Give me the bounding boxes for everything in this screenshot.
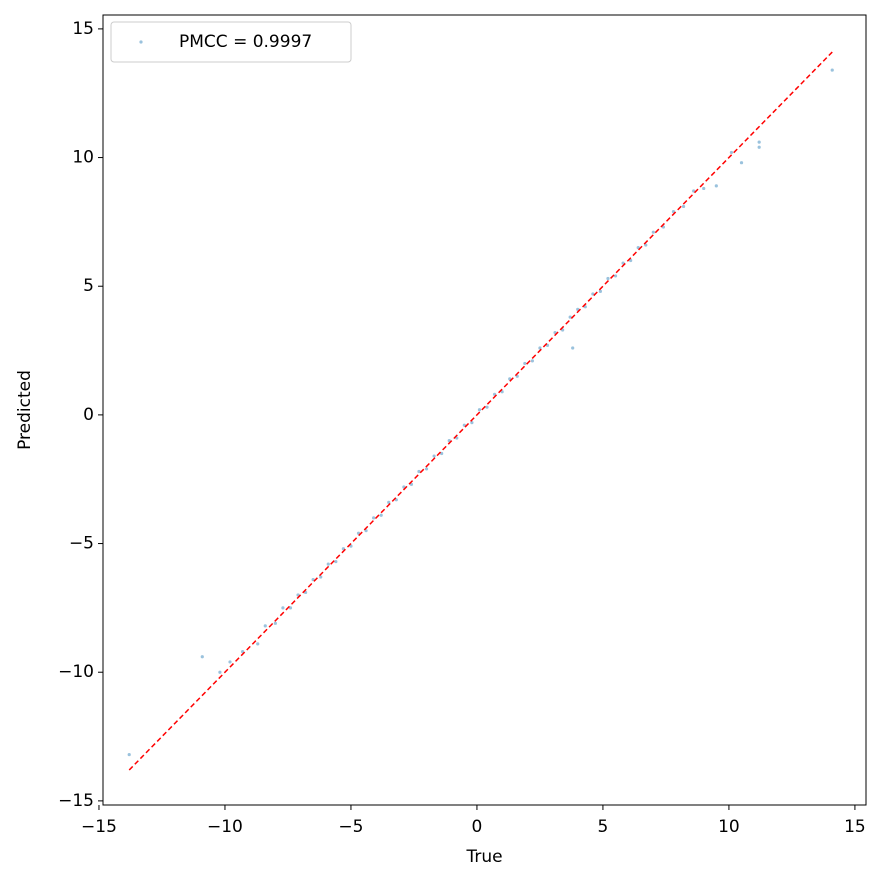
- point: [334, 559, 338, 564]
- x-tick-label: 10: [718, 817, 740, 837]
- point: [714, 184, 718, 188]
- point: [613, 274, 618, 278]
- point: [729, 150, 734, 155]
- point: [739, 161, 744, 165]
- point: [228, 660, 232, 664]
- point: [424, 467, 429, 471]
- y-tick-label: 10: [72, 148, 94, 168]
- point: [372, 516, 376, 520]
- plot-frame: [102, 14, 867, 806]
- point: [702, 186, 706, 191]
- point: [757, 145, 761, 149]
- y-axis-label: Predicted: [15, 370, 35, 450]
- point: [598, 289, 603, 293]
- point: [651, 230, 655, 234]
- point: [256, 642, 260, 646]
- x-tick-label: 0: [472, 817, 483, 837]
- point: [432, 454, 436, 458]
- point: [485, 405, 489, 409]
- x-tick-label: −15: [81, 817, 117, 837]
- point: [470, 421, 474, 425]
- point: [477, 408, 482, 412]
- point: [263, 624, 267, 628]
- point: [379, 513, 383, 517]
- x-tick-label: 15: [844, 817, 866, 837]
- point: [830, 68, 834, 72]
- x-axis-label: True: [465, 847, 502, 867]
- y-tick-label: −5: [69, 534, 94, 554]
- x-tick-label: 5: [598, 817, 609, 837]
- point: [127, 752, 131, 757]
- y-tick-label: −10: [58, 662, 94, 682]
- y-tick-label: 0: [83, 405, 94, 425]
- point: [281, 606, 285, 610]
- x-tick-label: −5: [338, 817, 363, 837]
- point: [218, 670, 222, 674]
- legend-label: PMCC = 0.9997: [179, 32, 312, 52]
- legend-box: [110, 21, 352, 63]
- point: [530, 359, 534, 363]
- point: [571, 346, 575, 350]
- point: [757, 140, 761, 144]
- y-tick-label: 15: [72, 19, 94, 39]
- x-tick-label: −10: [207, 817, 243, 837]
- point: [523, 361, 527, 366]
- point: [681, 204, 686, 209]
- point: [326, 562, 330, 566]
- point: [606, 276, 610, 281]
- point: [319, 575, 323, 579]
- y-tick-label: 5: [83, 276, 94, 296]
- point: [200, 655, 204, 659]
- point: [273, 621, 277, 625]
- y-tick-label: −15: [58, 791, 94, 811]
- legend-marker: [139, 40, 143, 44]
- legend: PMCC = 0.9997: [110, 21, 352, 63]
